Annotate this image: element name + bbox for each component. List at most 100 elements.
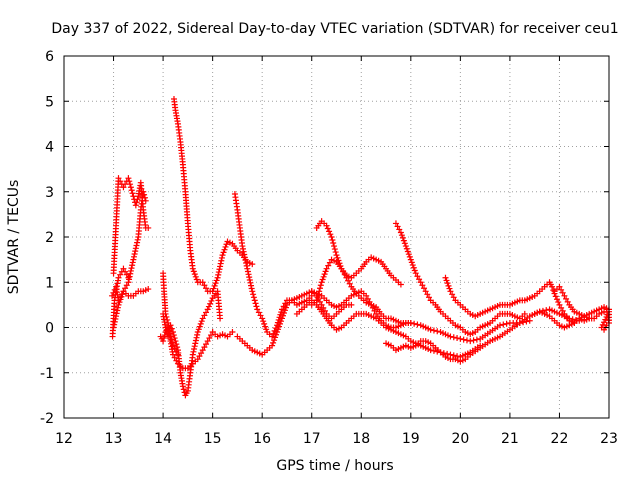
data-point [401, 240, 408, 247]
data-point [127, 184, 134, 191]
data-point [323, 265, 330, 272]
data-point [422, 288, 429, 295]
data-point [394, 223, 401, 230]
data-point [470, 337, 477, 344]
data-point [229, 329, 236, 336]
data-point [145, 224, 152, 231]
data-point [277, 311, 284, 318]
series-sat-k [313, 218, 404, 288]
data-point [247, 279, 254, 286]
data-point [117, 271, 124, 278]
data-point [199, 347, 206, 354]
data-point [327, 231, 334, 238]
data-point [259, 315, 266, 322]
data-point [604, 311, 611, 318]
data-point [205, 303, 212, 310]
data-point [411, 320, 418, 327]
data-point [239, 245, 246, 252]
data-point [601, 319, 608, 326]
data-point [210, 285, 217, 292]
data-point [189, 265, 196, 272]
data-point [254, 306, 261, 313]
data-point [555, 299, 562, 306]
data-point [201, 282, 208, 289]
data-point [123, 271, 130, 278]
data-point [248, 282, 255, 289]
data-point [364, 295, 371, 302]
data-point [250, 291, 257, 298]
data-point [134, 196, 141, 203]
data-point [160, 335, 167, 342]
data-point [549, 283, 556, 290]
data-point [340, 268, 347, 275]
data-point [392, 220, 399, 227]
data-point [400, 237, 407, 244]
series-sat-o [392, 220, 528, 338]
series-sat-s [551, 283, 612, 320]
data-point [318, 279, 325, 286]
data-point [191, 345, 198, 352]
data-point [180, 386, 187, 393]
data-point [329, 237, 336, 244]
data-point [323, 222, 330, 229]
data-point [207, 300, 214, 307]
series-sat-e [170, 95, 256, 295]
data-point [123, 282, 130, 289]
data-point [407, 256, 414, 263]
data-point [129, 259, 136, 266]
data-point [194, 356, 201, 363]
data-point [250, 294, 257, 301]
x-tick-label: 19 [402, 431, 420, 447]
data-point [201, 344, 208, 351]
data-point [569, 316, 576, 323]
data-point [208, 297, 215, 304]
data-point [497, 322, 503, 329]
data-point [204, 306, 211, 313]
data-point [173, 348, 180, 355]
y-tick-label: 0 [45, 321, 54, 337]
data-point [134, 236, 141, 243]
data-point [166, 330, 173, 337]
data-point [260, 318, 267, 325]
data-point [244, 265, 251, 272]
data-point [211, 282, 218, 289]
data-point [217, 263, 224, 270]
data-point [276, 323, 283, 330]
grid [64, 56, 609, 418]
data-point [120, 184, 127, 191]
data-point [334, 254, 341, 261]
data-point [127, 267, 134, 274]
data-point [405, 251, 412, 258]
data-point [115, 274, 122, 281]
data-point [321, 271, 328, 278]
y-tick-label: 2 [45, 230, 54, 246]
data-point [217, 315, 224, 322]
data-point [215, 269, 222, 276]
data-point [467, 338, 474, 345]
data-point [171, 345, 178, 352]
data-point [558, 304, 565, 311]
series-sat-f [160, 270, 236, 372]
data-point [346, 280, 353, 287]
data-point [402, 243, 409, 250]
data-point [322, 268, 329, 275]
data-point [399, 234, 406, 241]
data-point [190, 268, 197, 275]
data-point [214, 274, 221, 281]
series-sat-a [110, 175, 152, 277]
data-point [503, 320, 510, 327]
data-point [128, 265, 135, 272]
data-point [218, 254, 225, 261]
x-axis-label: GPS time / hours [276, 458, 393, 474]
data-point [500, 321, 507, 328]
data-point [196, 323, 203, 330]
data-point [189, 351, 196, 358]
data-point [130, 253, 137, 260]
data-point [198, 350, 205, 357]
data-point [204, 338, 211, 345]
y-axis-label: SDTVAR / TECUs [6, 180, 22, 295]
data-point [129, 262, 136, 269]
data-point [326, 228, 333, 235]
data-point [341, 271, 348, 278]
